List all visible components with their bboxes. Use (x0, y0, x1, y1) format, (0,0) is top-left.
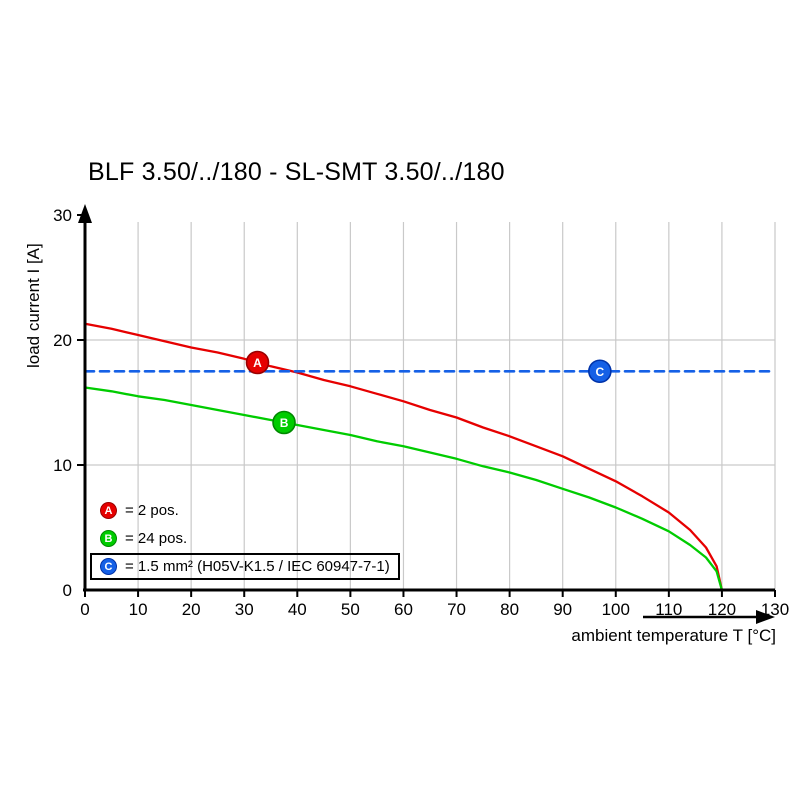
chart-legend: A = 2 pos. B = 24 pos. C = 1.5 mm² (H05V… (90, 497, 400, 581)
series-curve-b (83, 386, 724, 592)
x-tick-label: 80 (500, 600, 519, 619)
y-tick-label: 20 (53, 331, 72, 350)
x-tick-label: 50 (341, 600, 360, 619)
y-axis-arrowhead (78, 204, 92, 223)
x-tick-label: 110 (655, 600, 682, 619)
marker-c (588, 359, 612, 384)
x-tick-label: 60 (394, 600, 413, 619)
legend-label-b: = 24 pos. (125, 530, 188, 547)
legend-badge-a: A (100, 502, 117, 519)
marker-a (245, 350, 270, 375)
x-axis-arrowhead (756, 610, 775, 624)
x-tick-label: 40 (288, 600, 307, 619)
x-tick-label: 70 (447, 600, 466, 619)
marker-label-c: C (596, 365, 605, 379)
legend-label-c: = 1.5 mm² (H05V-K1.5 / IEC 60947-7-1) (125, 558, 390, 575)
x-axis-label: ambient temperature T [°C] (571, 626, 776, 645)
legend-label-a: = 2 pos. (125, 502, 179, 519)
x-tick-label: 10 (129, 600, 148, 619)
y-tick-label: 10 (53, 456, 72, 475)
x-tick-label: 20 (182, 600, 201, 619)
legend-row-c: C = 1.5 mm² (H05V-K1.5 / IEC 60947-7-1) (90, 553, 400, 580)
series-curve-a (83, 322, 724, 592)
x-tick-label: 90 (553, 600, 572, 619)
legend-badge-c: C (100, 558, 117, 575)
marker-label-b: B (280, 416, 289, 430)
x-tick-label: 0 (80, 600, 89, 619)
chart-title: BLF 3.50/../180 - SL-SMT 3.50/../180 (88, 158, 505, 186)
y-tick-label: 30 (53, 206, 72, 225)
marker-b (272, 410, 296, 435)
x-tick-label: 100 (602, 600, 630, 619)
legend-badge-b: B (100, 530, 117, 547)
y-tick-label: 0 (63, 581, 72, 600)
x-tick-label: 120 (708, 600, 736, 619)
marker-label-a: A (253, 356, 262, 370)
x-tick-label: 30 (235, 600, 254, 619)
x-tick-label: 130 (761, 600, 789, 619)
legend-row-a: A = 2 pos. (90, 497, 400, 524)
legend-row-b: B = 24 pos. (90, 525, 400, 552)
y-axis-label: load current I [A] (24, 243, 43, 368)
